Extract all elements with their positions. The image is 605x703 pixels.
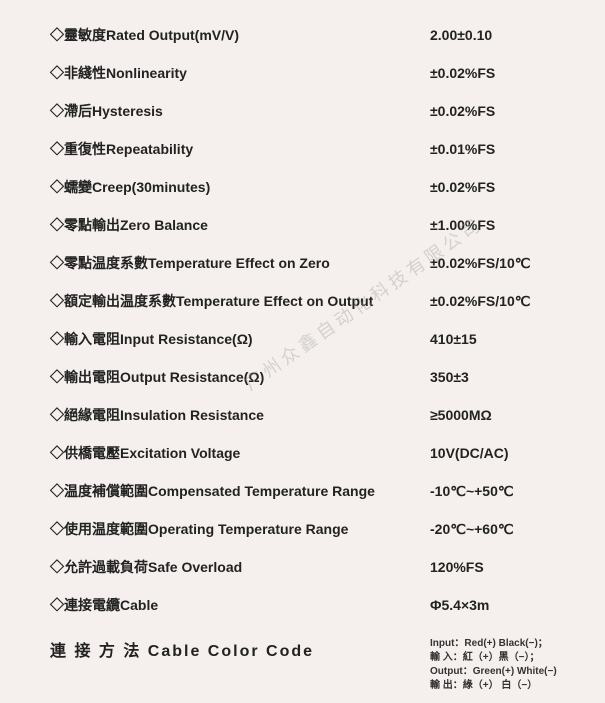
spec-value: ±0.02%FS/10℃ <box>430 255 565 272</box>
footer-line: 輸 入：紅（+）黑（−）； <box>430 651 565 665</box>
spec-value: -10℃~+50℃ <box>430 483 565 500</box>
spec-label: ◇零點温度系數Temperature Effect on Zero <box>50 253 430 273</box>
spec-row: ◇輸出電阻Output Resistance(Ω)350±3 <box>50 367 565 387</box>
spec-label: ◇絕緣電阻Insulation Resistance <box>50 405 430 425</box>
spec-label: ◇使用温度範圍Operating Temperature Range <box>50 519 430 539</box>
spec-value: ±0.01%FS <box>430 141 565 157</box>
spec-value: 2.00±0.10 <box>430 27 565 43</box>
spec-label: ◇靈敏度Rated Output(mV/V) <box>50 25 430 45</box>
spec-label: ◇非綫性Nonlinearity <box>50 63 430 83</box>
footer-line: 輸 出：綠（+） 白（−） <box>430 679 565 693</box>
spec-value: 350±3 <box>430 369 565 385</box>
spec-label: ◇温度補償範圍Compensated Temperature Range <box>50 481 430 501</box>
spec-row: ◇供橋電壓Excitation Voltage10V(DC/AC) <box>50 443 565 463</box>
spec-value: ±0.02%FS <box>430 65 565 81</box>
spec-label: ◇額定輸出温度系數Temperature Effect on Output <box>50 291 430 311</box>
spec-label: ◇零點輸出Zero Balance <box>50 215 430 235</box>
spec-value: Φ5.4×3m <box>430 597 565 613</box>
spec-row: ◇使用温度範圍Operating Temperature Range-20℃~+… <box>50 519 565 539</box>
spec-row: ◇零點輸出Zero Balance±1.00%FS <box>50 215 565 235</box>
spec-row: ◇靈敏度Rated Output(mV/V)2.00±0.10 <box>50 25 565 45</box>
spec-row: ◇輸入電阻Input Resistance(Ω)410±15 <box>50 329 565 349</box>
spec-value: ±1.00%FS <box>430 217 565 233</box>
spec-label: ◇滯后Hysteresis <box>50 101 430 121</box>
spec-row: ◇蠕變Creep(30minutes)±0.02%FS <box>50 177 565 197</box>
spec-row: ◇滯后Hysteresis±0.02%FS <box>50 101 565 121</box>
footer-line: Output：Green(+) White(−) <box>430 665 565 679</box>
spec-label: ◇連接電纜Cable <box>50 595 430 615</box>
spec-table: ◇靈敏度Rated Output(mV/V)2.00±0.10 ◇非綫性Nonli… <box>50 25 565 615</box>
spec-label: ◇供橋電壓Excitation Voltage <box>50 443 430 463</box>
spec-label: ◇允許過載負荷Safe Overload <box>50 557 430 577</box>
spec-label: ◇蠕變Creep(30minutes) <box>50 177 430 197</box>
spec-row: ◇額定輸出温度系數Temperature Effect on Output±0.… <box>50 291 565 311</box>
spec-label: ◇輸出電阻Output Resistance(Ω) <box>50 367 430 387</box>
cable-color-code-label: 連 接 方 法 Cable Color Code <box>50 637 430 661</box>
spec-value: -20℃~+60℃ <box>430 521 565 538</box>
spec-value: 10V(DC/AC) <box>430 445 565 461</box>
spec-value: 120%FS <box>430 559 565 575</box>
spec-row: ◇零點温度系數Temperature Effect on Zero±0.02%F… <box>50 253 565 273</box>
spec-row: ◇連接電纜CableΦ5.4×3m <box>50 595 565 615</box>
spec-value: 410±15 <box>430 331 565 347</box>
spec-row: ◇允許過載負荷Safe Overload120%FS <box>50 557 565 577</box>
spec-row: ◇非綫性Nonlinearity±0.02%FS <box>50 63 565 83</box>
spec-row: ◇絕緣電阻Insulation Resistance≥5000MΩ <box>50 405 565 425</box>
spec-label: ◇重復性Repeatability <box>50 139 430 159</box>
spec-value: ±0.02%FS <box>430 179 565 195</box>
footer-line: Input：Red(+) Black(−)； <box>430 637 565 651</box>
spec-row: ◇重復性Repeatability±0.01%FS <box>50 139 565 159</box>
cable-color-code-value: Input：Red(+) Black(−)；輸 入：紅（+）黑（−）；Outpu… <box>430 637 565 693</box>
footer-row: 連 接 方 法 Cable Color Code Input：Red(+) Bl… <box>50 637 565 693</box>
spec-value: ≥5000MΩ <box>430 407 565 423</box>
spec-value: ±0.02%FS <box>430 103 565 119</box>
spec-row: ◇温度補償範圍Compensated Temperature Range-10℃… <box>50 481 565 501</box>
spec-value: ±0.02%FS/10℃ <box>430 293 565 310</box>
spec-label: ◇輸入電阻Input Resistance(Ω) <box>50 329 430 349</box>
